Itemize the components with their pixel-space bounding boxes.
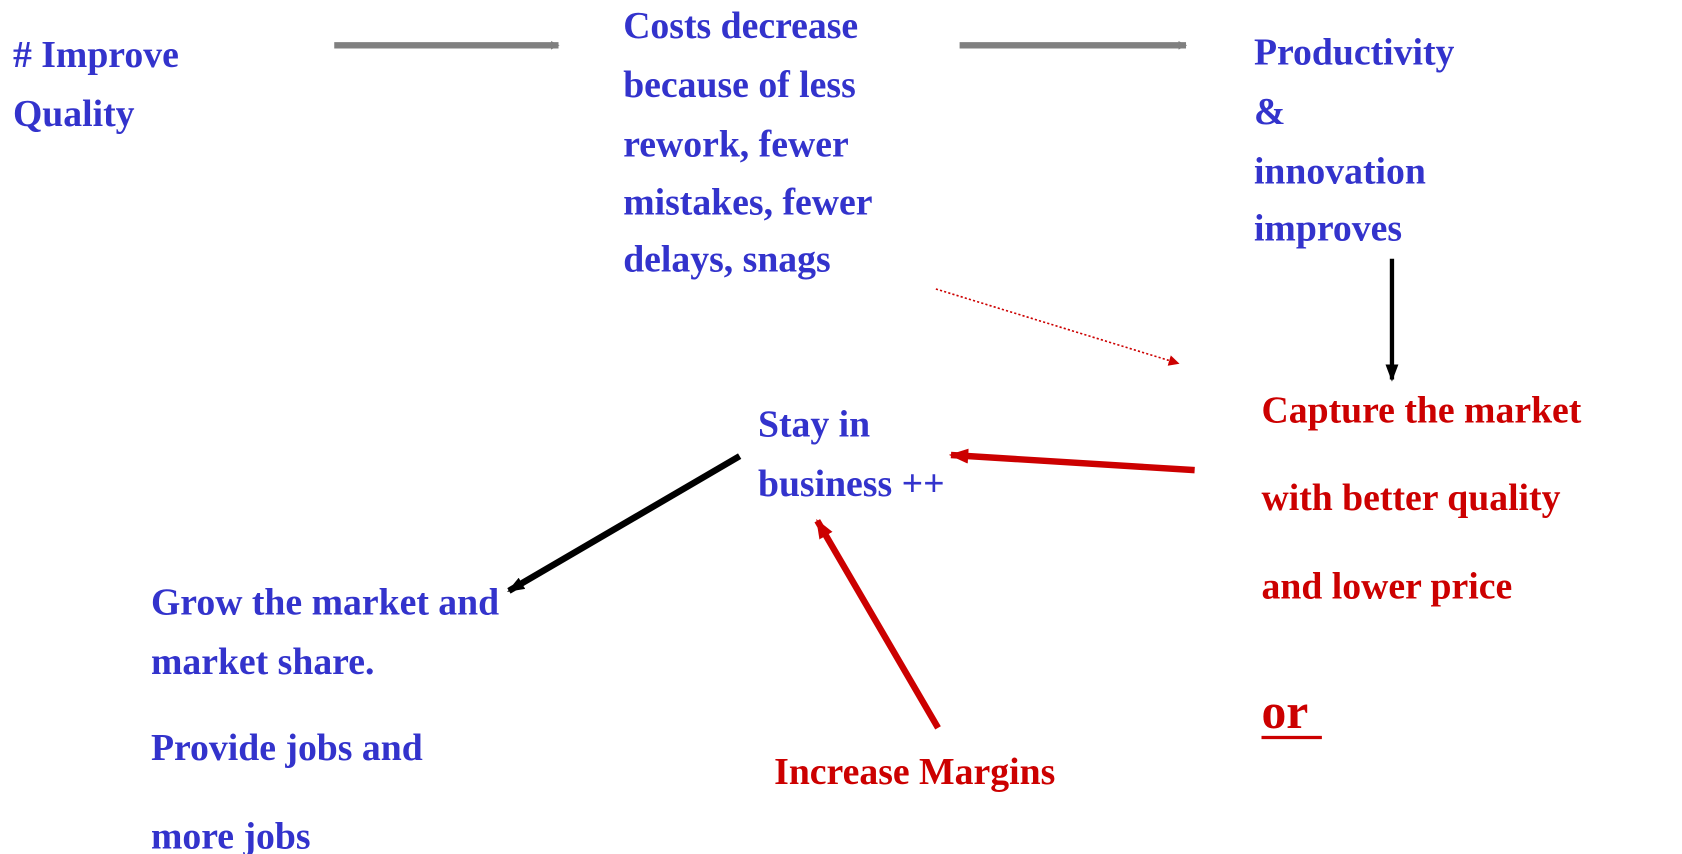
arrow (814, 518, 941, 730)
node-text: market share. (151, 641, 374, 683)
node-text: delays, snags (623, 239, 831, 281)
node-text: # Improve (13, 34, 179, 76)
node-text: mistakes, fewer (623, 182, 872, 224)
node-text: because of less (623, 64, 856, 106)
node-text: business ++ (758, 463, 945, 505)
node-text: Increase Margins (774, 751, 1055, 793)
node-text: Stay in (758, 404, 870, 446)
node-text: improves (1254, 207, 1402, 249)
node-text: Grow the market and (151, 582, 499, 624)
node-text: Provide jobs and (151, 727, 423, 769)
arrow (935, 288, 1180, 366)
node-text: Quality (13, 93, 135, 135)
node-text: Productivity (1254, 32, 1455, 74)
node-text: with better quality (1262, 477, 1561, 519)
arrow (507, 453, 742, 594)
node-text: Capture the market (1262, 390, 1582, 432)
node-text: and lower price (1262, 565, 1513, 607)
node-text: more jobs (151, 816, 311, 854)
arrows (334, 41, 1399, 730)
labels: # Improve Quality Costs decrease because… (13, 5, 1582, 854)
node-text: rework, fewer (623, 123, 849, 165)
arrow (948, 448, 1195, 474)
node-text: Costs decrease (623, 5, 858, 47)
or-text: or (1262, 684, 1309, 739)
node-text: innovation (1254, 150, 1426, 192)
node-text: & (1254, 91, 1285, 133)
